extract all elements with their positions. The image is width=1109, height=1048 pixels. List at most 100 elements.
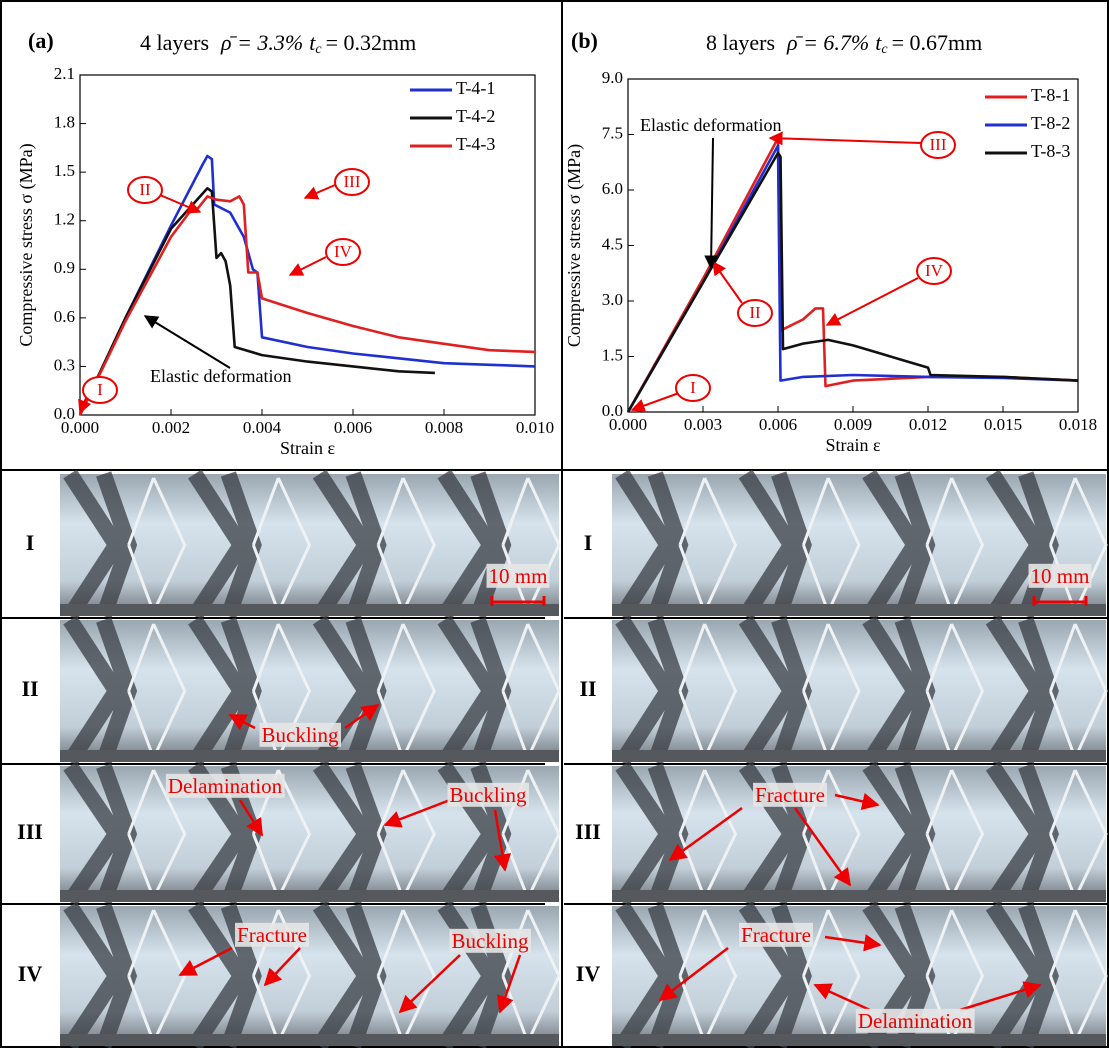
x-tick-label: 0.004 [243, 418, 282, 437]
stage-label: III [17, 819, 43, 844]
legend-label: T-4-3 [456, 134, 495, 154]
annotation-arrow [704, 137, 719, 270]
photo-note: 10 mm [489, 564, 548, 588]
note-arrow [344, 703, 380, 730]
thickness-symbol: t [309, 30, 316, 55]
y-tick-label: 3.0 [602, 290, 623, 309]
y-tick-label: 1.5 [602, 345, 623, 364]
x-tick-label: 0.008 [425, 418, 463, 437]
note-arrow [824, 934, 882, 952]
base-plate [60, 604, 559, 616]
photo-note: 10 mm [1031, 564, 1090, 588]
photo-note: Buckling [262, 723, 339, 747]
annotation-arrow [630, 392, 680, 413]
lattice-wall [376, 623, 436, 759]
lattice-wall [376, 769, 436, 899]
y-tick-label: 0.6 [54, 307, 75, 326]
legend-label: T-8-3 [1031, 141, 1070, 161]
data-line [78, 187, 435, 416]
title-text: 8 layers [706, 30, 775, 55]
stage-label: II [21, 676, 38, 701]
stage-marker [334, 168, 370, 196]
annotation-arrow [712, 260, 743, 304]
note-arrow [263, 947, 301, 987]
note-background [486, 563, 550, 588]
photo-note: Delamination [858, 1009, 973, 1033]
note-background [449, 928, 531, 953]
x-tick-label: 0.006 [759, 415, 797, 434]
lattice-wall [376, 909, 436, 1043]
thickness-subscript: c [881, 42, 888, 57]
stage-label: IV [925, 261, 944, 280]
note-arrow [668, 806, 743, 862]
title-text: 4 layers [140, 30, 209, 55]
note-background [235, 922, 309, 947]
thickness-subscript: c [315, 42, 322, 57]
y-tick-label: 6.0 [602, 179, 623, 198]
y-tick-label: 0.9 [54, 258, 75, 277]
lattice-wall [1049, 769, 1108, 899]
x-tick-label: 0.018 [1059, 415, 1097, 434]
lattice [615, 469, 1108, 621]
thickness-value: = 0.32mm [326, 30, 417, 55]
x-tick-label: 0.000 [61, 418, 99, 437]
lattice-strut [312, 761, 387, 907]
lattice-wall [376, 477, 436, 613]
lattice-wall [925, 623, 985, 759]
stage-label: II [749, 303, 761, 322]
lattice-wall [127, 477, 187, 613]
note-background [259, 722, 341, 747]
x-tick-label: 0.010 [516, 418, 554, 437]
stage-label: I [26, 530, 35, 555]
lattice-wall [1049, 623, 1108, 759]
base-plate [60, 1034, 559, 1046]
stage-label: I [690, 378, 696, 397]
stage-marker [737, 299, 773, 327]
lattice-strut [437, 469, 512, 621]
density: ρ̄ = 3.3% [220, 30, 303, 55]
x-tick-label: 0.003 [684, 415, 722, 434]
lattice-strut [312, 901, 387, 1048]
lattice-wall [802, 477, 861, 613]
density: ρ̄ = 6.7% [786, 30, 869, 55]
lattice-wall [1049, 909, 1108, 1043]
stage-label: III [575, 819, 601, 844]
stage-label: III [344, 172, 361, 191]
lattice-wall [802, 909, 861, 1043]
note-arrow [496, 954, 522, 1014]
thickness-symbol: t [875, 30, 882, 55]
stage-label: II [579, 676, 596, 701]
y-tick-label: 1.8 [54, 112, 75, 131]
chart-title: 8 layers ρ̄ = 6.7% tc = 0.67mm [706, 30, 982, 57]
chart-title: 4 layers ρ̄ = 3.3% tc = 0.32mm [140, 30, 416, 57]
panel-label: (b) [571, 28, 598, 53]
annotation: Elastic deformation [640, 115, 781, 135]
stage-label: IV [18, 961, 43, 986]
plot-frame [79, 74, 536, 416]
note-arrow [959, 981, 1042, 1012]
annotation-arrow [159, 194, 202, 214]
annotation-arrow [303, 184, 336, 200]
annotation-arrow [143, 315, 231, 369]
note-background [1028, 563, 1092, 588]
x-axis-label: Strain ε [825, 435, 880, 455]
legend-label: T-4-2 [456, 106, 495, 126]
note-background [447, 782, 529, 807]
lattice-wall [678, 623, 738, 759]
thickness-value: = 0.67mm [892, 30, 983, 55]
x-tick-label: 0.015 [984, 415, 1022, 434]
lattice [615, 761, 1108, 907]
base-plate [612, 750, 1106, 762]
lattice-strut [312, 469, 387, 621]
lattice-wall [251, 477, 312, 613]
annotation-arrow [288, 256, 327, 276]
stage-label: I [97, 380, 103, 399]
lattice-wall [925, 769, 985, 899]
data-line [78, 195, 536, 416]
photo-note: Buckling [452, 929, 529, 953]
lattice [615, 615, 1108, 767]
stage-label: I [584, 530, 593, 555]
lattice-wall [678, 477, 738, 613]
